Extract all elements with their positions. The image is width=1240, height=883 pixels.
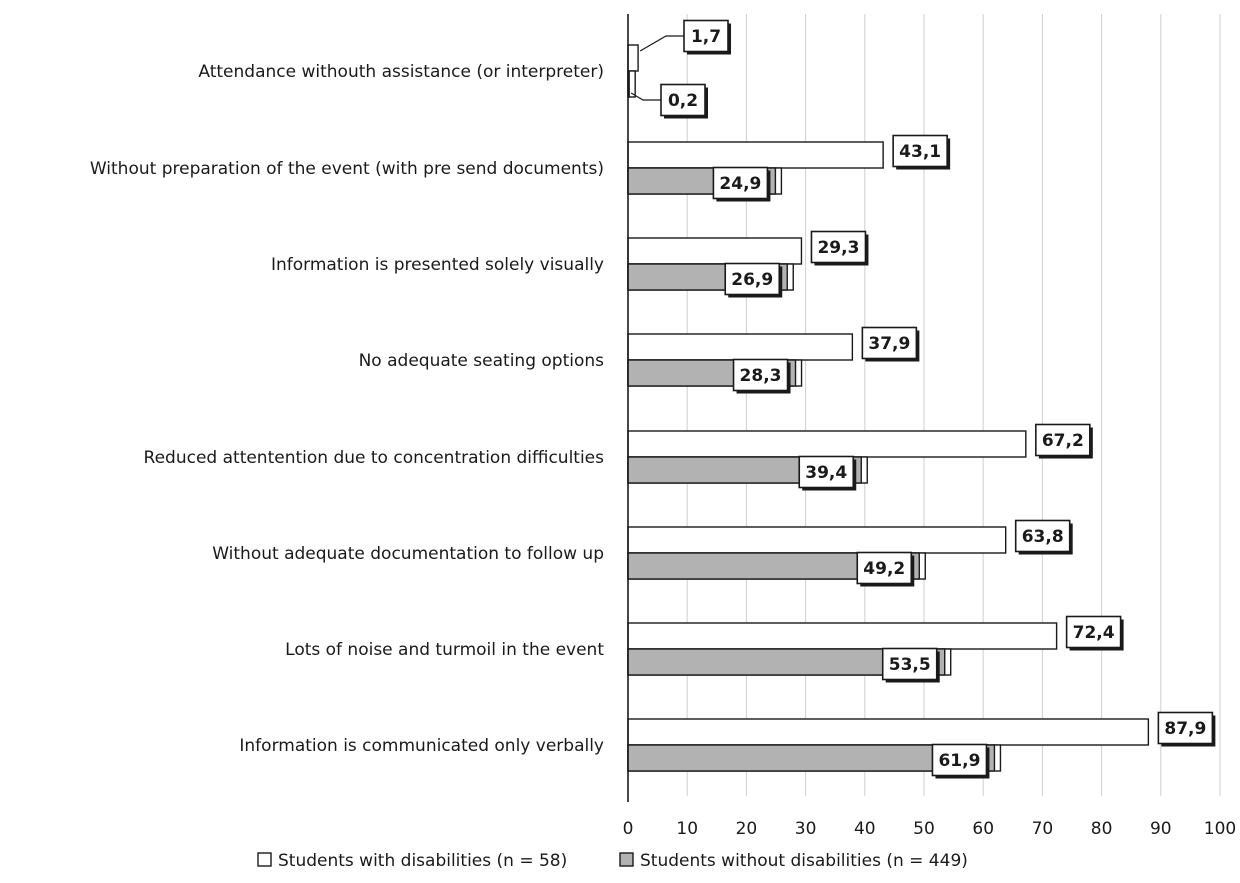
data-label-box: 0,2 — [660, 83, 708, 119]
gridlines — [686, 14, 1221, 796]
x-tick-label: 90 — [1150, 819, 1172, 839]
data-label-box: 26,9 — [724, 262, 783, 298]
x-tick-label: 100 — [1204, 819, 1236, 839]
category-label: Attendance withouth assistance (or inter… — [198, 62, 604, 82]
data-label: 39,4 — [805, 463, 847, 483]
bar-with-disabilities — [627, 44, 639, 72]
bar-with-disabilities — [627, 333, 854, 361]
bar-with-disabilities — [627, 718, 1150, 746]
data-label: 49,2 — [863, 559, 905, 579]
data-label-frame — [861, 326, 918, 360]
data-label-frame — [1157, 711, 1214, 745]
legend-swatch — [619, 852, 634, 867]
category-label: Lots of noise and turmoil in the event — [285, 640, 604, 660]
category-label: Reduced attentention due to concentratio… — [144, 448, 605, 468]
data-label-box: 28,3 — [732, 358, 791, 394]
data-label: 61,9 — [938, 751, 980, 771]
leader-line — [639, 35, 684, 52]
data-label: 67,2 — [1042, 431, 1084, 451]
bar-with-disabilities — [627, 526, 1007, 554]
data-label-box: 61,9 — [931, 743, 990, 779]
data-label: 24,9 — [719, 174, 761, 194]
data-label-box: 53,5 — [881, 647, 940, 683]
data-label-frame — [732, 358, 789, 392]
category-label: Without preparation of the event (with p… — [90, 159, 604, 179]
bar-with-disabilities — [627, 430, 1027, 458]
data-label-box: 1,7 — [683, 19, 731, 55]
x-tick-label: 70 — [1032, 819, 1054, 839]
data-label: 29,3 — [817, 238, 859, 258]
data-label-frame — [712, 166, 769, 200]
x-tick-label: 30 — [795, 819, 817, 839]
data-label-box: 43,1 — [892, 134, 951, 170]
data-label-frame — [1035, 423, 1091, 457]
data-label-frame — [892, 134, 948, 168]
data-label-box: 39,4 — [798, 455, 857, 491]
data-label-frame — [683, 19, 729, 53]
data-label-box: 67,2 — [1035, 423, 1093, 459]
legend-label: Students with disabilities (n = 58) — [278, 851, 567, 871]
x-tick-label: 0 — [623, 819, 634, 839]
data-label-box: 29,3 — [810, 230, 869, 266]
data-label: 1,7 — [691, 27, 721, 47]
legend-swatch — [257, 852, 272, 867]
data-label: 72,4 — [1073, 623, 1115, 643]
data-label-frame — [881, 647, 938, 681]
data-label-frame — [810, 230, 867, 264]
legend: Students with disabilities (n = 58) Stude… — [257, 851, 968, 871]
data-label: 87,9 — [1164, 719, 1206, 739]
data-label-frame — [724, 262, 781, 296]
data-label: 37,9 — [868, 334, 910, 354]
axes: 0 10 20 30 40 50 60 70 80 90 100 Attendance without… — [90, 14, 1236, 839]
data-label: 53,5 — [889, 655, 931, 675]
bar-with-disabilities — [627, 622, 1058, 650]
leader-line — [630, 92, 661, 101]
data-label: 26,9 — [731, 270, 773, 290]
x-tick-label: 20 — [736, 819, 758, 839]
data-label-frame — [660, 83, 706, 117]
data-label-frame — [1014, 519, 1071, 553]
x-tick-label: 60 — [972, 819, 994, 839]
category-label: Information is presented solely visually — [271, 255, 604, 275]
x-tick-label: 40 — [854, 819, 876, 839]
legend-label: Students without disabilities (n = 449) — [640, 851, 968, 871]
data-label-box: 72,4 — [1065, 615, 1124, 651]
bar-with-disabilities — [627, 141, 884, 169]
category-label: No adequate seating options — [359, 351, 605, 371]
data-label-frame — [1065, 615, 1122, 649]
data-label-frame — [931, 743, 988, 777]
data-label: 43,1 — [899, 142, 941, 162]
data-label-box: 49,2 — [856, 551, 915, 587]
data-label-box: 24,9 — [712, 166, 771, 202]
data-label: 28,3 — [740, 366, 782, 386]
x-tick-label: 50 — [913, 819, 935, 839]
data-label-box: 87,9 — [1157, 711, 1216, 747]
x-tick-label: 10 — [676, 819, 698, 839]
category-label: Without adequate documentation to follow… — [212, 544, 604, 564]
data-label: 0,2 — [668, 91, 698, 111]
x-tick-label: 80 — [1091, 819, 1113, 839]
data-label-box: 63,8 — [1014, 519, 1073, 555]
bar-with-disabilities — [627, 237, 803, 265]
data-label-frame — [856, 551, 913, 585]
data-label: 63,8 — [1022, 527, 1064, 547]
data-label-box: 37,9 — [861, 326, 920, 362]
data-labels: 1,7 0,2 43,1 24,9 29,3 26,9 37,9 28,3 67,2 39,4 63… — [630, 19, 1216, 779]
category-label: Information is communicated only verball… — [239, 736, 604, 756]
data-label-frame — [798, 455, 855, 489]
